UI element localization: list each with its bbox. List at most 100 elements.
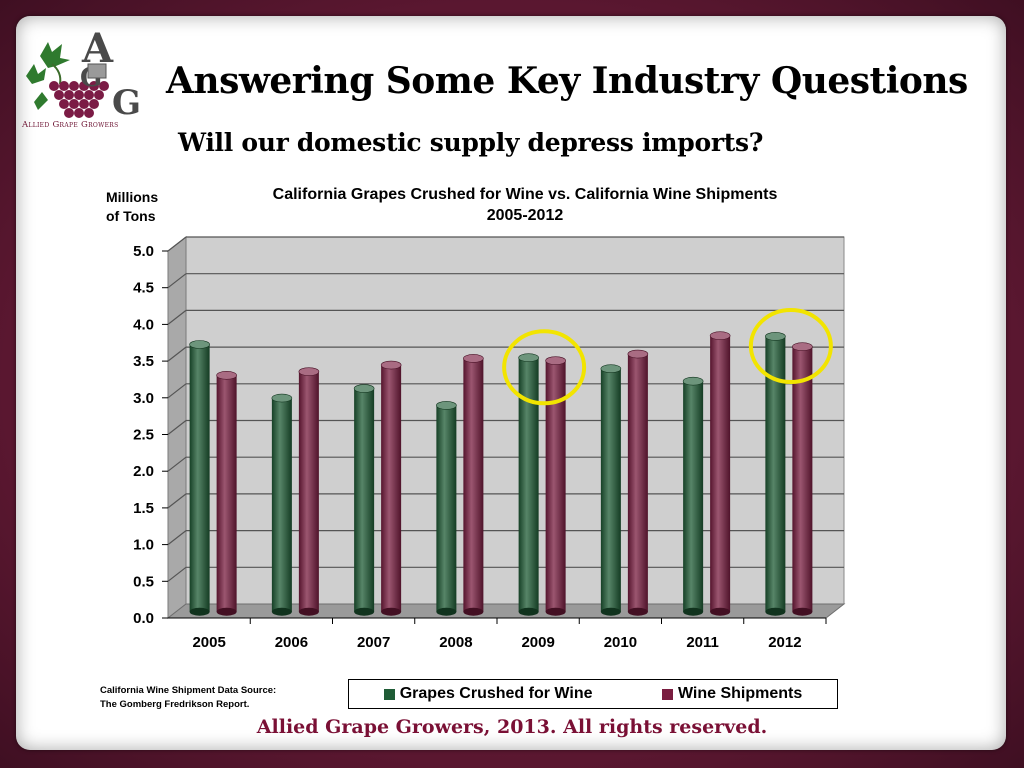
gridline-side	[167, 383, 187, 399]
bar-wine-shipments	[545, 360, 566, 612]
bar-cap	[627, 349, 649, 359]
bar-grapes-crushed	[765, 336, 786, 612]
source-note-line2: The Gomberg Fredrikson Report.	[100, 699, 250, 710]
y-axis-label: Millions of Tons	[106, 188, 158, 226]
bar-base	[189, 607, 210, 616]
bar-wine-shipments	[627, 354, 648, 612]
legend-label-wine-shipments: Wine Shipments	[677, 685, 803, 702]
bar-base	[463, 607, 484, 616]
bar-grapes-crushed	[683, 381, 704, 612]
gridline-side	[167, 309, 187, 325]
y-tick-label: 0.0	[133, 610, 154, 627]
y-axis-label-line1: Millions	[106, 189, 159, 205]
bar-wine-shipments	[381, 365, 402, 612]
x-tick-label: 2008	[439, 634, 472, 651]
bar-cap	[518, 353, 539, 363]
bar-cap	[216, 371, 237, 380]
bar-cap	[380, 360, 402, 370]
bar-grapes-crushed	[518, 357, 539, 612]
legend-swatch-grapes-crushed	[383, 688, 395, 700]
x-tick-label: 2012	[768, 634, 801, 651]
bar-cap	[463, 354, 484, 363]
bar-base	[627, 607, 648, 616]
y-tick-label: 4.0	[133, 316, 154, 333]
y-axis-label-line2: of Tons	[106, 208, 156, 224]
bar-grapes-crushed	[354, 388, 375, 612]
bar-cap	[545, 356, 566, 365]
bar-base	[792, 607, 813, 616]
slide-subtitle: Will our domestic supply depress imports…	[178, 128, 764, 157]
bar-base	[436, 607, 457, 616]
chart-legend: Grapes Crushed for Wine Wine Shipments	[348, 679, 838, 709]
y-tick-label: 4.5	[133, 280, 154, 297]
bar-cap	[189, 340, 210, 349]
bar-grapes-crushed	[271, 398, 292, 612]
bar-base	[271, 607, 292, 616]
source-note: California Wine Shipment Data Source: Th…	[100, 684, 276, 712]
highlight-circle	[748, 308, 833, 385]
bar-wine-shipments	[463, 358, 484, 612]
plot-floor	[166, 603, 846, 619]
bar-cap	[353, 384, 375, 393]
bar-base	[683, 607, 704, 616]
y-tick-label: 2.5	[133, 427, 154, 444]
bar-base	[381, 607, 402, 616]
bar-grapes-crushed	[600, 368, 621, 612]
y-tick-label: 1.5	[133, 500, 154, 517]
bar-base	[216, 607, 237, 616]
bar-base	[545, 607, 566, 616]
gridline-side	[167, 420, 187, 435]
y-tick-label: 0.5	[133, 573, 154, 590]
gridline-side	[167, 456, 187, 472]
bar-base	[298, 607, 319, 616]
x-tick-label: 2010	[604, 634, 637, 651]
x-tick-label: 2005	[192, 634, 225, 651]
bar-grapes-crushed	[189, 344, 210, 612]
x-tick-label: 2011	[686, 634, 719, 651]
y-tick-label: 3.0	[133, 390, 154, 407]
copyright-footer: Allied Grape Growers, 2013. All rights r…	[256, 716, 768, 738]
gridline-side	[167, 273, 187, 289]
y-tick-label: 2.0	[133, 463, 154, 480]
bar-cap	[271, 393, 293, 403]
x-tick-label: 2007	[357, 634, 390, 651]
bar-base	[765, 607, 786, 616]
chart-title: California Grapes Crushed for Wine vs. C…	[272, 186, 778, 203]
slide-title: Answering Some Key Industry Questions	[166, 60, 968, 102]
gridline-side	[167, 493, 187, 509]
chart-subtitle: 2005-2012	[486, 207, 564, 224]
x-tick-label: 2006	[275, 634, 308, 651]
bar-wine-shipments	[710, 335, 731, 612]
bar-base	[354, 607, 375, 616]
bar-cap	[298, 367, 320, 376]
bar-cap	[436, 401, 457, 410]
legend-item-wine-shipments: Wine Shipments	[661, 685, 803, 703]
legend-swatch-wine-shipments	[661, 688, 673, 700]
chart-title-block: California Grapes Crushed for Wine vs. C…	[200, 184, 850, 226]
bar-wine-shipments	[792, 346, 813, 612]
allied-grape-growers-logo: A G G	[26, 25, 141, 123]
svg-text:G: G	[112, 83, 141, 123]
bar-base	[710, 607, 731, 616]
highlight-circle	[502, 329, 587, 406]
legend-item-grapes-crushed: Grapes Crushed for Wine	[383, 685, 593, 703]
bar-cap	[600, 364, 622, 374]
bar-grapes-crushed	[436, 405, 457, 612]
gridline-side	[167, 530, 187, 546]
y-tick-label: 5.0	[133, 243, 154, 260]
bar-base	[600, 607, 621, 616]
bar-wine-shipments	[216, 375, 237, 612]
bar-cap	[765, 332, 786, 341]
gridline-side	[167, 346, 187, 362]
bar-cap	[682, 376, 704, 386]
x-tick-label: 2009	[521, 634, 554, 651]
y-tick-label: 1.0	[133, 537, 154, 554]
bar-cap	[709, 331, 731, 340]
legend-label-grapes-crushed: Grapes Crushed for Wine	[399, 685, 593, 702]
logo-company-name: Allied Grape Growers	[22, 120, 119, 130]
bar-base	[518, 607, 539, 616]
bar-cap	[792, 342, 813, 351]
gridline-side	[167, 566, 187, 582]
bar-wine-shipments	[298, 371, 319, 612]
